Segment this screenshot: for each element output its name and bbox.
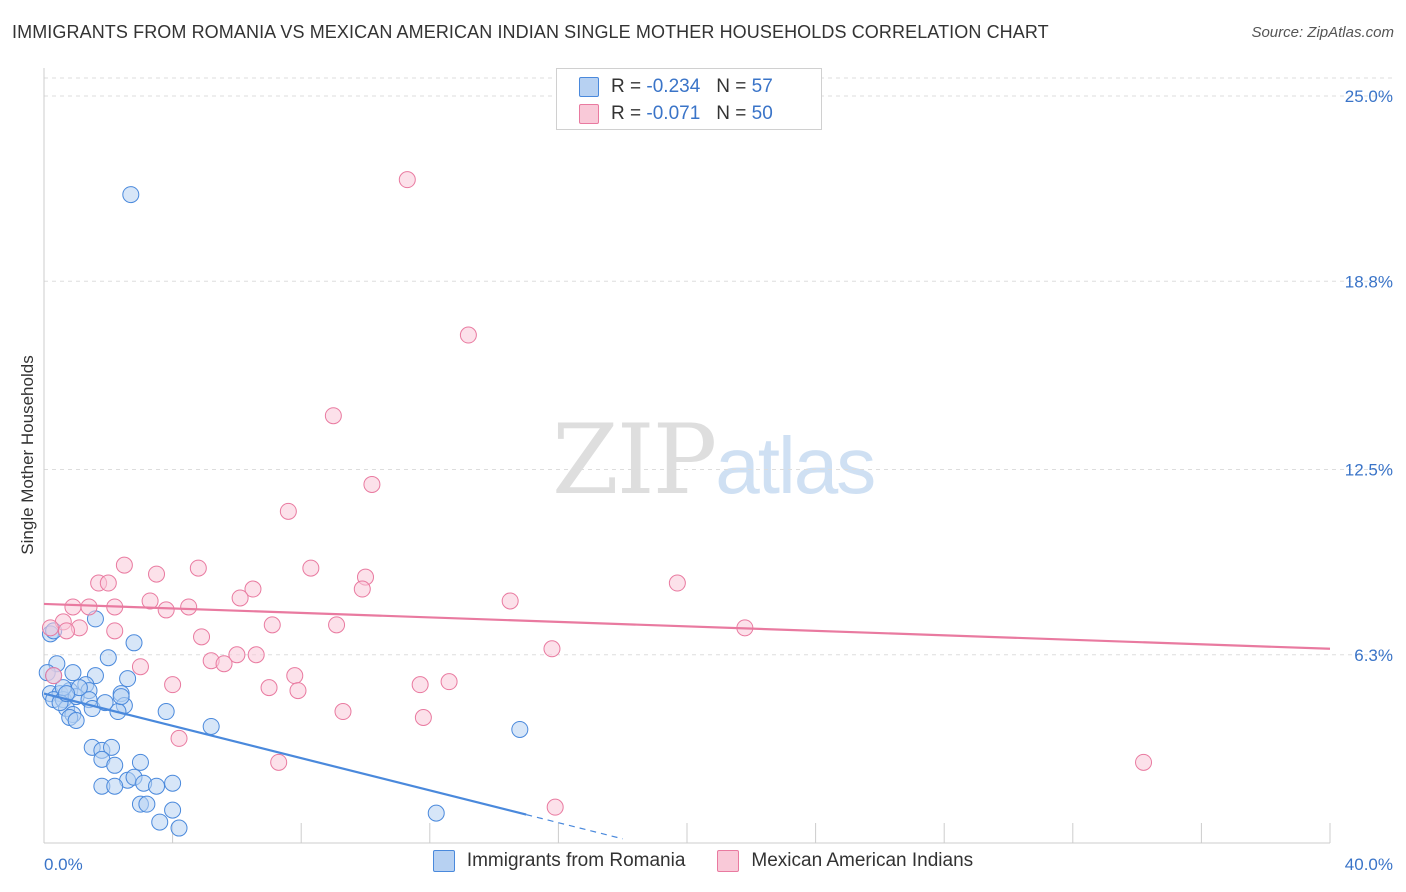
data-point [115,556,133,574]
data-point [119,670,137,688]
legend-item-romania[interactable]: Immigrants from Romania [432,850,686,872]
data-point [398,171,416,189]
legend-swatch-romania [432,850,455,872]
data-point [157,703,175,721]
data-point [511,720,529,738]
data-point [244,580,262,598]
y-tick-label: 25.0% [1345,87,1393,106]
data-point [106,756,124,774]
data-point [231,589,249,607]
stats-r-value: -0.071 [646,103,701,124]
data-point [138,795,156,813]
data-point [289,682,307,700]
trend-line [43,602,1331,650]
legend-label-romania: Immigrants from Romania [466,850,686,871]
data-point [353,580,371,598]
y-tick-label: 18.8% [1345,272,1393,291]
data-point [546,798,564,816]
stats-n-value: 50 [751,103,773,124]
data-point [99,574,117,592]
data-point [228,646,246,664]
data-point [67,711,85,729]
data-point [247,646,265,664]
y-tick-label: 12.5% [1345,461,1393,480]
data-point [440,673,458,691]
data-point [122,186,140,204]
data-point [99,649,117,667]
data-point [302,559,320,577]
data-point [164,774,182,792]
data-point [131,753,149,771]
data-point [64,664,82,682]
data-point [106,777,124,795]
data-point [270,753,288,771]
legend-item-mexican-american-indians[interactable]: Mexican American Indians [717,850,973,872]
stats-n-label: N = [716,103,747,124]
stats-r-value: -0.234 [646,76,701,97]
data-point [103,738,121,756]
legend-label-mexican-american-indians: Mexican American Indians [751,850,974,871]
x-tick-label: 40.0% [1345,855,1393,874]
data-point [501,592,519,610]
data-point [45,667,63,685]
data-point [148,777,166,795]
data-point [1135,753,1153,771]
x-tick-label: 0.0% [44,855,83,874]
data-point [64,598,82,616]
data-point [668,574,686,592]
data-point [427,804,445,822]
data-point [180,598,198,616]
data-point [411,676,429,694]
data-point [80,598,98,616]
legend: Immigrants from Romania Mexican American… [0,850,1406,872]
trend-line [43,692,527,816]
stats-box: R = -0.234 N = 57 R = -0.071 N = 50 [556,68,822,130]
stats-n-label: N = [716,76,747,97]
data-point [58,622,76,640]
data-point [414,709,432,727]
data-point [141,592,159,610]
trend-line-extension [526,814,623,840]
data-point [112,688,130,706]
data-point [286,667,304,685]
data-point [41,619,59,637]
data-point [543,640,561,658]
data-point [260,679,278,697]
data-point [193,628,211,646]
data-point [125,634,143,652]
stats-n-value: 57 [751,76,773,97]
stats-r-label: R = [611,76,642,97]
data-point [363,475,381,493]
data-point [324,407,342,425]
data-point [148,565,166,583]
legend-swatch-mexican-american-indians [717,850,740,872]
data-point [170,729,188,747]
chart-title: IMMIGRANTS FROM ROMANIA VS MEXICAN AMERI… [12,22,1049,42]
data-point [170,819,188,837]
data-point [279,502,297,520]
y-tick-label: 6.3% [1354,646,1393,665]
stats-r-label: R = [611,103,642,124]
data-point [334,703,352,721]
source-credit: Source: ZipAtlas.com [1251,24,1394,41]
data-point [215,655,233,673]
stats-row-mexican-american-indians: R = -0.071 N = 50 [579,101,773,127]
data-point [96,694,114,712]
data-point [459,326,477,344]
data-point [131,658,149,676]
stats-swatch-romania [579,77,599,97]
stats-swatch-mexican-american-indians [579,104,599,124]
data-point [202,717,220,735]
data-point [164,676,182,694]
data-point [164,801,182,819]
stats-row-romania: R = -0.234 N = 57 [579,74,773,100]
data-point [151,813,169,831]
data-point [106,622,124,640]
data-point [263,616,281,634]
data-point [189,559,207,577]
data-point [157,601,175,619]
data-point [328,616,346,634]
